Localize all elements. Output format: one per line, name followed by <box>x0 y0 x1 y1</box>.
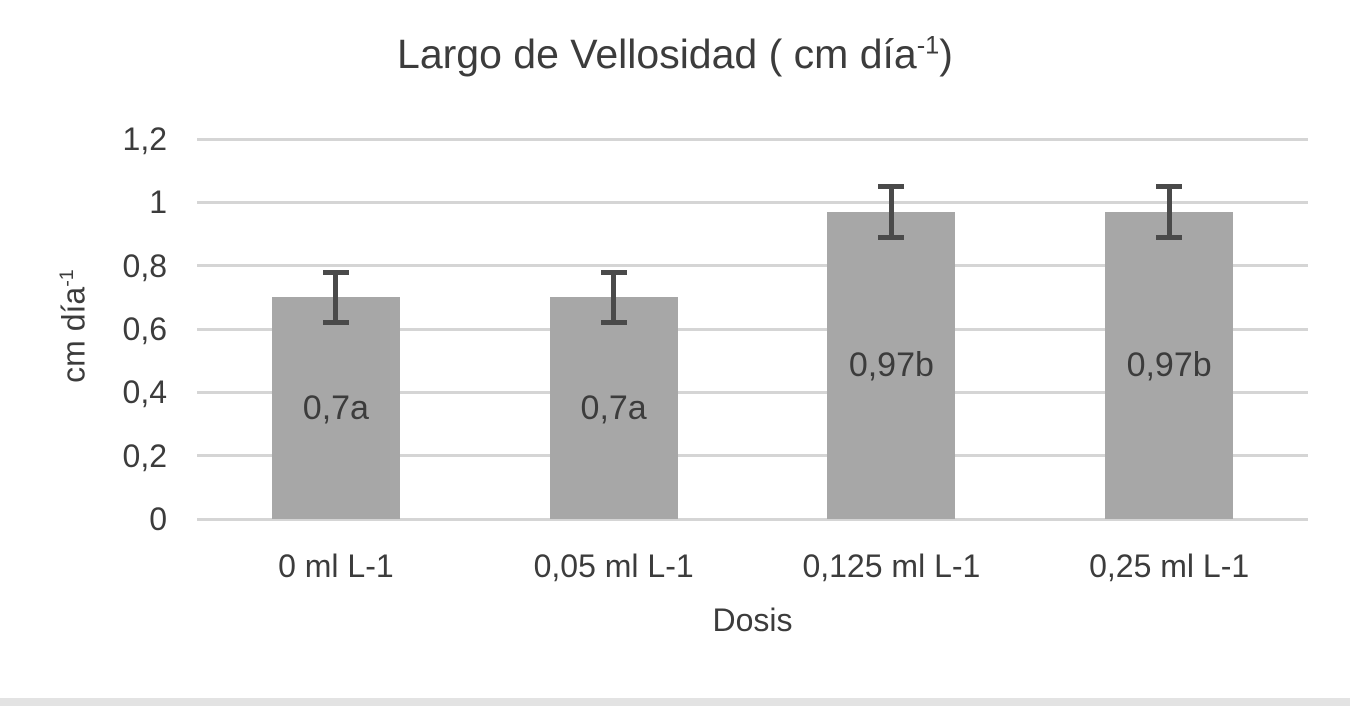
bar-value-label: 0,97b <box>1126 346 1212 385</box>
chart-title: Largo de Vellosidad ( cm día-1) <box>0 31 1350 78</box>
gridline <box>197 200 1308 204</box>
error-bar-top-cap <box>1156 184 1183 189</box>
bottom-divider <box>0 698 1350 706</box>
x-category-label: 0 ml L-1 <box>278 548 394 584</box>
x-axis-title: Dosis <box>712 602 793 638</box>
bar <box>271 297 400 519</box>
error-bar-top-cap <box>878 184 905 189</box>
error-bar-top-cap <box>600 269 627 275</box>
error-bar-bottom-cap <box>1156 234 1183 240</box>
y-tick-label: 0,6 <box>122 311 167 347</box>
bar-value-label: 0,7a <box>302 389 369 428</box>
error-bar-line <box>888 186 894 238</box>
chart-title-text: Largo de Vellosidad ( cm día <box>397 31 917 77</box>
gridline <box>197 517 1308 521</box>
error-bar-bottom-cap <box>600 320 627 326</box>
y-tick-label: 0,4 <box>122 374 167 411</box>
bar <box>827 211 956 519</box>
gridline <box>197 454 1308 458</box>
y-tick-label: 0,8 <box>122 247 167 284</box>
error-bar-line <box>611 272 617 323</box>
gridline <box>197 264 1308 268</box>
error-bar-bottom-cap <box>322 320 349 326</box>
error-bar-bottom-cap <box>878 234 905 240</box>
error-bar-line <box>333 272 339 323</box>
bar <box>1105 211 1234 519</box>
y-tick-label: 1,2 <box>122 121 167 157</box>
chart-title-suffix: ) <box>939 31 953 77</box>
y-tick-label: 0 <box>149 501 167 537</box>
x-category-label: 0,25 ml L-1 <box>1089 548 1250 584</box>
x-category-label: 0,05 ml L-1 <box>533 548 694 584</box>
y-tick-label: 0,2 <box>122 437 167 474</box>
chart-title-superscript: -1 <box>916 31 940 60</box>
bar <box>549 297 678 519</box>
gridline <box>197 137 1308 141</box>
gridline <box>197 327 1308 331</box>
gridline <box>197 390 1308 394</box>
error-bar-top-cap <box>322 269 349 275</box>
y-tick-label: 1 <box>149 184 167 221</box>
x-category-label: 0,125 ml L-1 <box>802 548 981 584</box>
bar-value-label: 0,97b <box>848 346 934 385</box>
error-bar-line <box>1166 186 1172 238</box>
bar-value-label: 0,7a <box>580 389 647 428</box>
